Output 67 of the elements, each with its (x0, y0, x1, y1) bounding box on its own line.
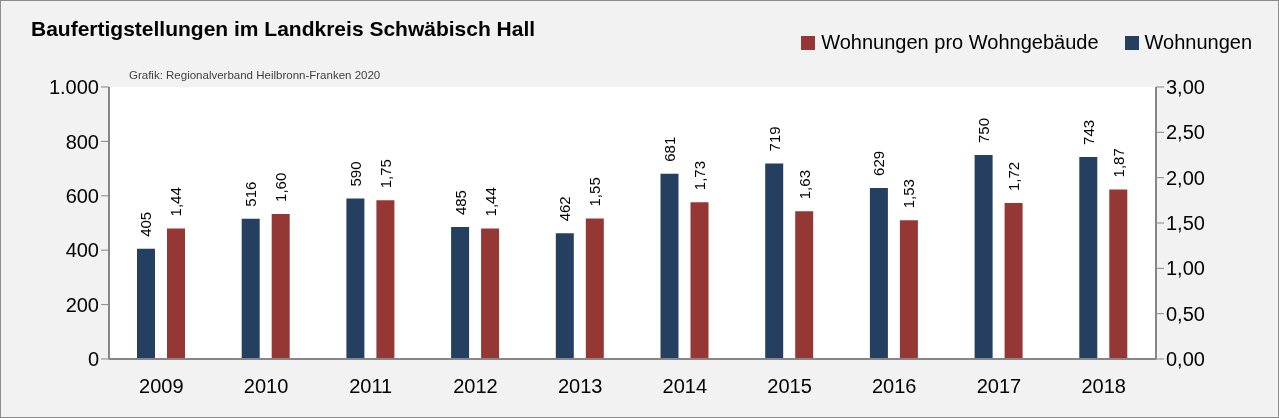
y2-tick-label: 3,00 (1166, 76, 1205, 99)
bar (974, 155, 993, 359)
bar (271, 213, 290, 359)
data-label: 590 (346, 161, 364, 187)
bar (137, 248, 155, 359)
x-tick-label: 2017 (976, 375, 1022, 398)
chart-title: Baufertigstellungen im Landkreis Schwäbisch Hall (31, 17, 536, 41)
data-label: 743 (1079, 119, 1097, 145)
bar (690, 202, 709, 359)
bar (376, 200, 395, 359)
y2-tick-label: 1,50 (1166, 212, 1205, 235)
data-label: 1,75 (376, 159, 394, 189)
y2-tick-label: 1,00 (1166, 257, 1205, 280)
y2-tick-label: 2,00 (1166, 166, 1205, 189)
legend-label: Wohnungen pro Wohngebäude (821, 31, 1099, 54)
bar (451, 227, 470, 359)
data-label: 750 (975, 117, 993, 143)
data-label: 1,44 (167, 187, 185, 217)
y2-tick-label: 2,50 (1166, 121, 1205, 144)
y2-tick-label: 0,00 (1166, 348, 1205, 371)
bar (1079, 156, 1098, 359)
data-label: 405 (137, 211, 155, 237)
x-tick-label: 2016 (872, 375, 917, 398)
y-tick-label: 1.000 (48, 76, 99, 99)
bar (555, 233, 574, 359)
legend-label: Wohnungen (1144, 31, 1252, 54)
bar (346, 198, 365, 359)
data-label: 462 (556, 196, 574, 222)
data-label: 1,55 (586, 177, 604, 207)
x-tick-label: 2011 (349, 375, 393, 398)
bar (765, 163, 784, 359)
bar (1004, 203, 1023, 359)
x-tick-label: 2013 (557, 375, 603, 398)
bar (481, 228, 500, 359)
data-label: 1,73 (691, 160, 708, 191)
y-tick-label: 800 (65, 130, 99, 153)
bar (241, 218, 260, 359)
data-label: 1,44 (481, 187, 499, 217)
data-label: 485 (451, 190, 469, 216)
x-tick-label: 2010 (243, 375, 289, 398)
bar (660, 173, 679, 359)
data-label: 681 (661, 136, 678, 162)
bar (795, 211, 814, 359)
y-tick-label: 400 (65, 239, 99, 262)
data-label: 1,72 (1005, 161, 1023, 192)
y-tick-label: 200 (65, 293, 99, 316)
x-tick-label: 2014 (662, 375, 708, 398)
bar (1109, 189, 1128, 359)
bar (869, 187, 888, 359)
x-tick-label: 2015 (767, 375, 812, 398)
data-label: 1,60 (272, 172, 290, 202)
data-label: 516 (242, 181, 260, 207)
x-tick-label: 2018 (1081, 375, 1126, 398)
y-tick-label: 600 (65, 184, 99, 207)
data-label: 1,63 (795, 170, 813, 200)
y-tick-label: 0 (87, 348, 99, 371)
data-label: 1,87 (1109, 148, 1127, 178)
y2-tick-label: 0,50 (1166, 302, 1205, 325)
data-label: 719 (765, 126, 783, 152)
bar (585, 218, 604, 359)
text: Grafik: Regionalverband Heilbronn-Franken 2020 (129, 69, 381, 81)
bar (167, 228, 185, 359)
data-label: 1,53 (900, 179, 918, 209)
bar (899, 220, 918, 359)
x-tick-label: 2012 (453, 375, 498, 398)
data-label: 629 (870, 150, 888, 176)
x-tick-label: 2009 (139, 375, 184, 398)
